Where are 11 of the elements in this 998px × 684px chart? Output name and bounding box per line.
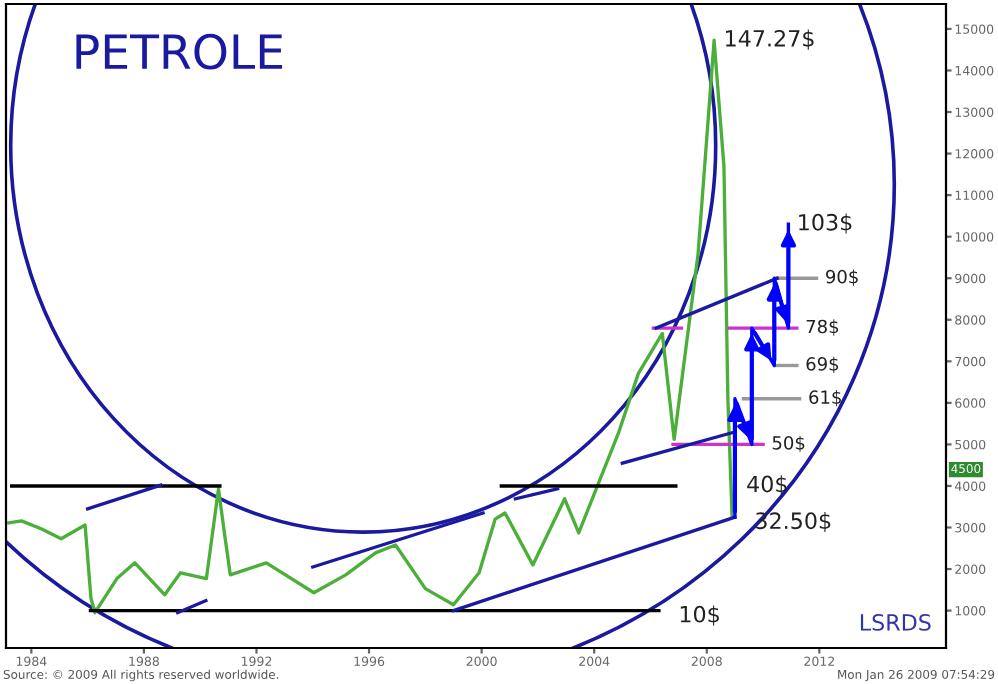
annotation: 78$ (806, 319, 839, 336)
annotation: LSRDS (860, 614, 931, 631)
annotation: 69$ (806, 356, 839, 374)
annotation: 10$ (680, 605, 719, 626)
annotation: 50$ (772, 435, 805, 453)
text: PETROLE (76, 33, 283, 70)
annotation: 103$ (799, 213, 852, 234)
annotation: 90$ (826, 269, 858, 286)
annotation: 61$ (809, 389, 841, 407)
annotation: 147.27$ (726, 29, 814, 50)
annotation: 40$ (747, 475, 787, 496)
